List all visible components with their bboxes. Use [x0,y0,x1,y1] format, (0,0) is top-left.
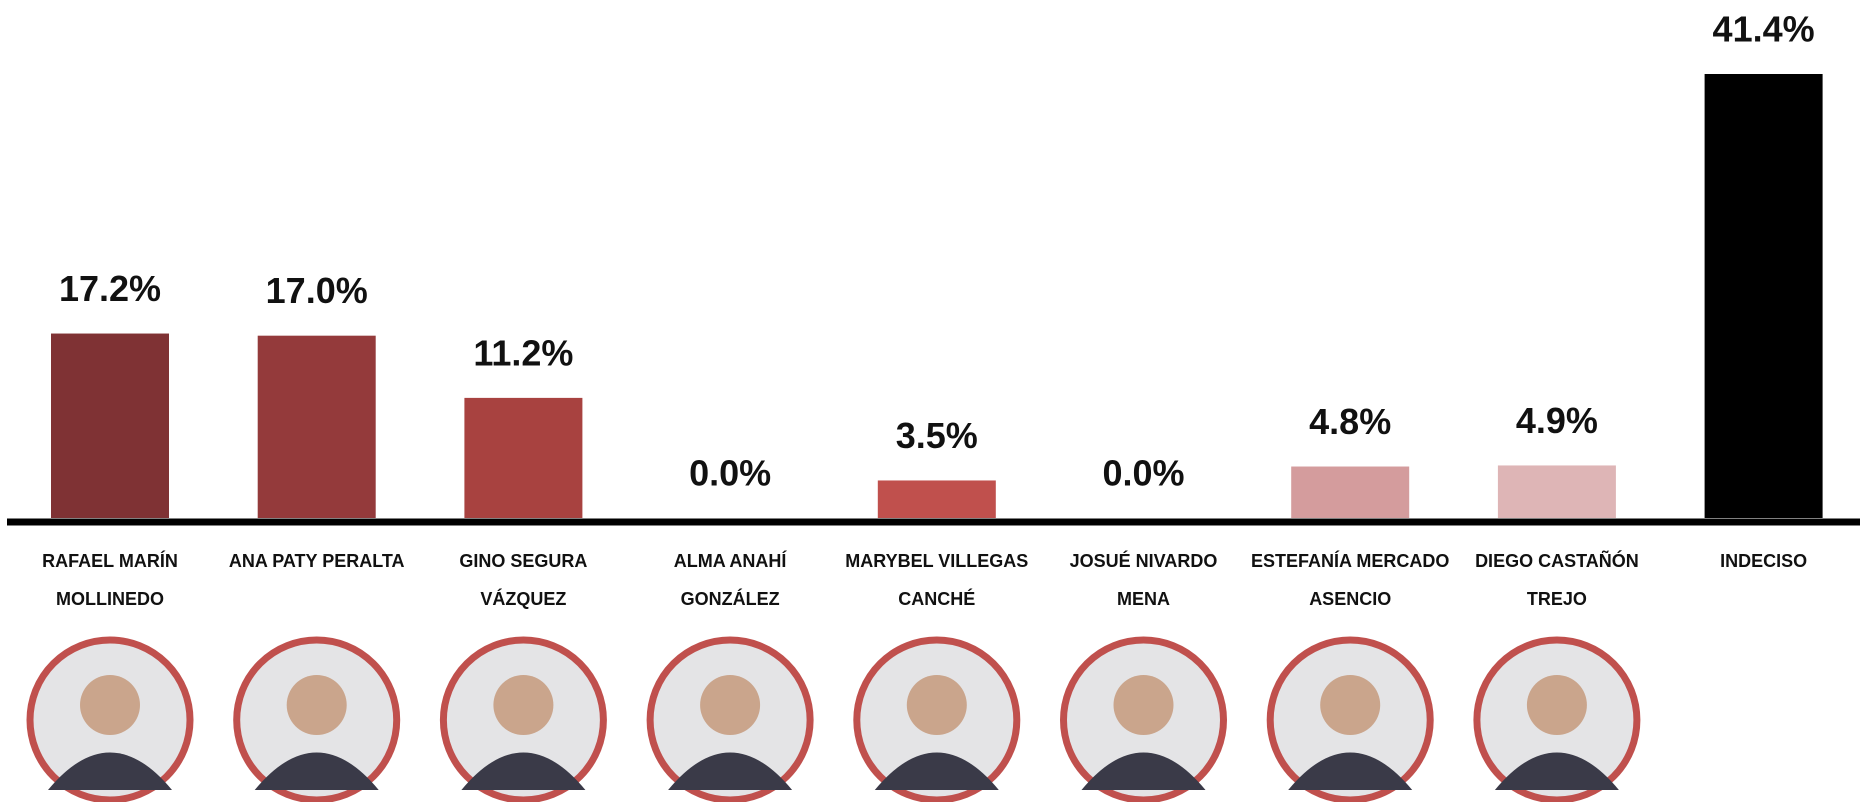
photo-head [907,675,967,735]
photo-head [493,675,553,735]
photo-head [1320,675,1380,735]
category-label: ALMA ANAHÍ [674,550,788,571]
candidate-photo [1270,640,1430,800]
value-label: 41.4% [1713,9,1815,50]
category-label: RAFAEL MARÍN [42,550,178,571]
category-label: TREJO [1527,589,1587,609]
category-label: DIEGO CASTAÑÓN [1475,550,1639,571]
category-label: ANA PATY PERALTA [229,551,405,571]
category-label: ESTEFANÍA MERCADO [1251,550,1449,571]
photo-head [287,675,347,735]
category-label: GINO SEGURA [459,551,587,571]
value-label: 4.9% [1516,400,1598,441]
category-label: JOSUÉ NIVARDO [1070,550,1218,571]
category-label: ASENCIO [1309,589,1391,609]
category-label: VÁZQUEZ [480,588,566,609]
bar [464,398,582,518]
candidate-photo [443,640,603,800]
candidate-photo [1064,640,1224,800]
photo-head [1527,675,1587,735]
category-label: GONZÁLEZ [681,588,780,609]
category-label: INDECISO [1720,551,1807,571]
value-label: 17.0% [266,270,368,311]
value-label: 0.0% [689,453,771,494]
candidate-photo [1477,640,1637,800]
photo-head [80,675,140,735]
value-label: 11.2% [473,332,573,373]
bar [1498,465,1616,518]
category-label: CANCHÉ [898,588,975,609]
category-label: MARYBEL VILLEGAS [845,551,1028,571]
candidate-photo [30,640,190,800]
bar [1705,74,1823,518]
bar [1291,467,1409,518]
bar [51,334,169,518]
photo-head [700,675,760,735]
value-label: 17.2% [59,268,161,309]
candidate-photo [857,640,1017,800]
candidate-photo [237,640,397,800]
value-label: 0.0% [1102,453,1184,494]
candidate-photo [650,640,810,800]
bar [258,336,376,518]
chart: 17.2% RAFAEL MARÍN MOLLINEDO 17.0% ANA PATY … [0,0,1860,802]
value-label: 3.5% [896,415,978,456]
bar [878,480,996,518]
photo-head [1114,675,1174,735]
category-label: MOLLINEDO [56,589,164,609]
category-label: MENA [1117,589,1170,609]
value-label: 4.8% [1309,401,1391,442]
